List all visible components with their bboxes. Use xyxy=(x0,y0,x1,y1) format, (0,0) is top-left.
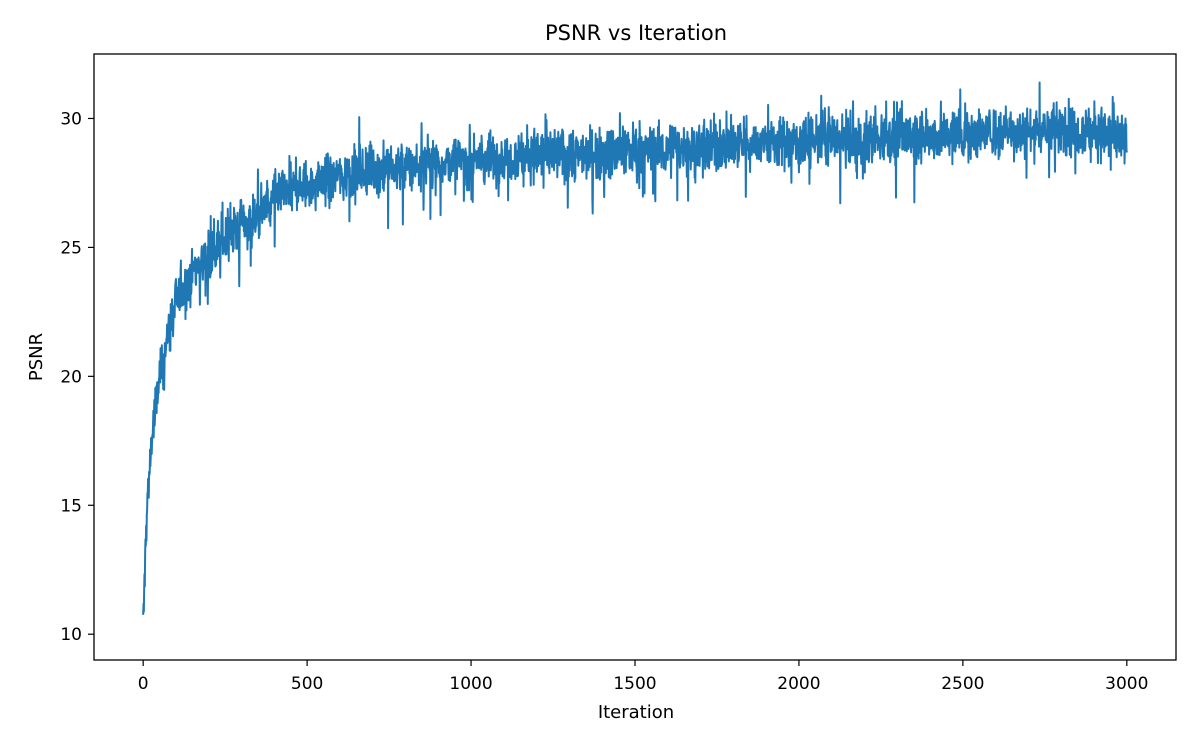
x-tick-label: 500 xyxy=(291,674,323,694)
chart-title: PSNR vs Iteration xyxy=(545,21,727,45)
x-axis: 0 500 1000 1500 2000 2500 3000 xyxy=(138,660,1148,694)
y-tick-label: 20 xyxy=(60,367,82,387)
series-layer xyxy=(142,81,1128,615)
y-axis: 10 15 20 25 30 xyxy=(60,109,94,645)
x-axis-label: Iteration xyxy=(598,702,674,723)
x-tick-label: 1000 xyxy=(449,674,492,694)
y-tick-label: 10 xyxy=(60,625,82,645)
psnr-series-line xyxy=(142,81,1128,615)
x-tick-label: 2000 xyxy=(777,674,820,694)
y-tick-label: 25 xyxy=(60,238,82,258)
y-tick-label: 15 xyxy=(60,496,82,516)
x-tick-label: 3000 xyxy=(1105,674,1148,694)
x-tick-label: 0 xyxy=(138,674,149,694)
x-tick-label: 1500 xyxy=(613,674,656,694)
x-tick-label: 2500 xyxy=(941,674,984,694)
y-axis-label: PSNR xyxy=(26,333,47,381)
y-tick-label: 30 xyxy=(60,109,82,129)
